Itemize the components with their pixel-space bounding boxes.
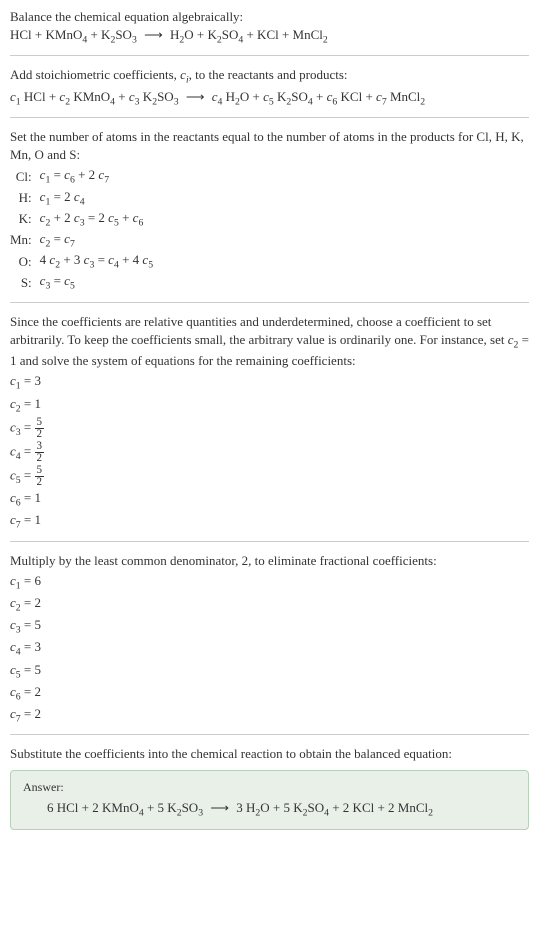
coeff-row: c6 = 1 (10, 489, 529, 510)
coeff-row: c3 = 5 (10, 616, 529, 637)
coeff-row: c1 = 3 (10, 372, 529, 393)
integer-coefficients: c1 = 6 c2 = 2 c3 = 5 c4 = 3 c5 = 5 c6 = … (10, 572, 529, 727)
equation-row: Mn: c2 = c7 (10, 230, 153, 251)
coeff-row: c5 = 5 (10, 661, 529, 682)
coeff-row: c7 = 1 (10, 511, 529, 532)
answer-box: Answer: 6 HCl + 2 KMnO4 + 5 K2SO3 ⟶ 3 H2… (10, 770, 529, 830)
divider (10, 734, 529, 735)
equation-row: O: 4 c2 + 3 c3 = c4 + 4 c5 (10, 251, 153, 272)
balance-intro-section: Balance the chemical equation algebraica… (10, 8, 529, 47)
unbalanced-equation: HCl + KMnO4 + K2SO3 ⟶ H2O + K2SO4 + KCl … (10, 26, 529, 47)
divider (10, 55, 529, 56)
equation-row: S: c3 = c5 (10, 272, 153, 293)
fractional-coefficients: c1 = 3 c2 = 1 c3 = 52 c4 = 32 c5 = 52 c6… (10, 372, 529, 532)
atom-balance-section: Set the number of atoms in the reactants… (10, 128, 529, 294)
coeff-row: c6 = 2 (10, 683, 529, 704)
coeff-row: c2 = 1 (10, 395, 529, 416)
coeff-row: c4 = 3 (10, 638, 529, 659)
substitute-section: Substitute the coefficients into the che… (10, 745, 529, 829)
ci-variable: ci (180, 67, 189, 82)
balanced-equation: 6 HCl + 2 KMnO4 + 5 K2SO3 ⟶ 3 H2O + 5 K2… (23, 799, 516, 820)
coeff-row: c2 = 2 (10, 594, 529, 615)
answer-label: Answer: (23, 779, 516, 796)
solve-intro: Since the coefficients are relative quan… (10, 313, 529, 371)
multiply-section: Multiply by the least common denominator… (10, 552, 529, 727)
coeff-row: c1 = 6 (10, 572, 529, 593)
equation-row: K: c2 + 2 c3 = 2 c5 + c6 (10, 209, 153, 230)
multiply-intro: Multiply by the least common denominator… (10, 552, 529, 570)
divider (10, 117, 529, 118)
coeff-row: c7 = 2 (10, 705, 529, 726)
balance-intro-text: Balance the chemical equation algebraica… (10, 8, 529, 26)
equation-row: H: c1 = 2 c4 (10, 188, 153, 209)
coeff-equation: c1 HCl + c2 KMnO4 + c3 K2SO3 ⟶ c4 H2O + … (10, 88, 529, 109)
substitute-intro: Substitute the coefficients into the che… (10, 745, 529, 763)
stoich-intro: Add stoichiometric coefficients, ci, to … (10, 66, 529, 87)
divider (10, 302, 529, 303)
coeff-row: c4 = 32 (10, 441, 529, 464)
coeff-row: c5 = 52 (10, 465, 529, 488)
atom-balance-intro: Set the number of atoms in the reactants… (10, 128, 529, 164)
equation-row: Cl: c1 = c6 + 2 c7 (10, 166, 153, 187)
solve-section: Since the coefficients are relative quan… (10, 313, 529, 533)
stoich-coeff-section: Add stoichiometric coefficients, ci, to … (10, 66, 529, 108)
coeff-row: c3 = 52 (10, 417, 529, 440)
divider (10, 541, 529, 542)
atom-equations-table: Cl: c1 = c6 + 2 c7 H: c1 = 2 c4 K: c2 + … (10, 166, 153, 293)
